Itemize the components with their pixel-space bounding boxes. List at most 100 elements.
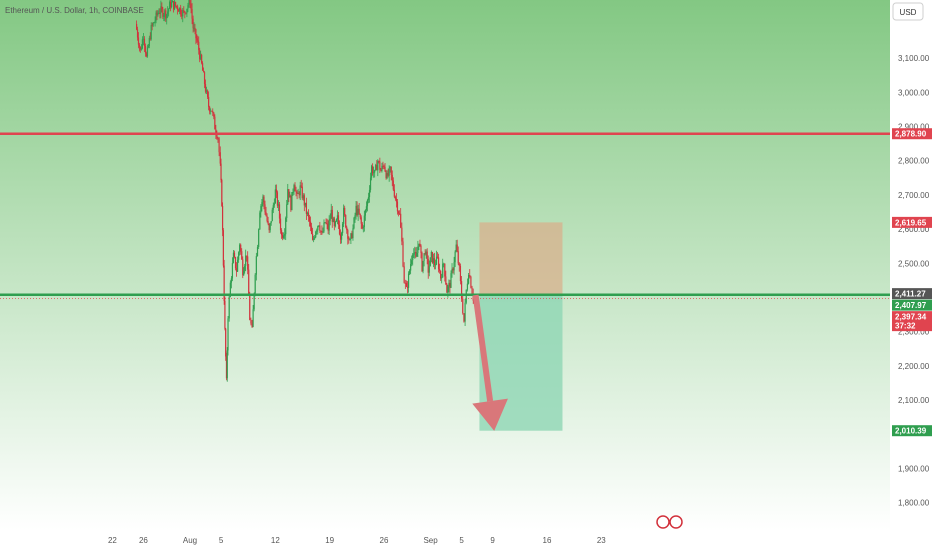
candle-body — [217, 138, 219, 139]
candle-body — [188, 0, 190, 6]
candle-body — [314, 237, 316, 239]
candle-body — [166, 14, 168, 19]
price-tick-label: 1,900.00 — [898, 464, 930, 473]
price-tag-value: 2,878.90 — [895, 130, 927, 139]
candle-body — [178, 9, 180, 12]
candle-body — [219, 152, 221, 164]
candle-body — [369, 177, 372, 190]
candle-body — [464, 302, 466, 322]
candle-body — [220, 163, 222, 181]
currency-button[interactable]: USD — [892, 2, 924, 21]
candle-body — [400, 213, 402, 228]
candle-body — [334, 221, 336, 227]
candle-body — [157, 13, 159, 16]
candle-body — [337, 215, 340, 225]
candle-body — [357, 208, 359, 215]
candle-body — [378, 161, 380, 162]
candle-body — [320, 230, 322, 232]
candle-body — [206, 90, 209, 97]
price-tick-label: 2,100.00 — [898, 396, 930, 405]
candle-body — [191, 9, 193, 19]
candle-body — [158, 12, 160, 14]
candle-body — [447, 286, 449, 293]
candle-body — [414, 251, 416, 254]
candle-body — [203, 72, 206, 85]
price-tick-label: 1,800.00 — [898, 499, 930, 508]
candle-body — [193, 27, 195, 29]
candle-body — [284, 234, 286, 236]
candle-body — [161, 6, 163, 10]
candle-body — [144, 46, 147, 54]
price-tick-label: 2,300.00 — [898, 328, 930, 337]
candle-body — [149, 37, 151, 40]
candle-body — [327, 223, 329, 231]
candle-body — [330, 209, 332, 219]
candle-body — [306, 212, 309, 214]
events-flag-icon[interactable] — [656, 515, 683, 529]
candle-body — [434, 264, 437, 266]
candle-body — [348, 238, 350, 240]
candle-body — [304, 202, 306, 206]
candle-body — [465, 289, 467, 303]
candle-body — [318, 225, 320, 227]
candle-body — [412, 254, 414, 261]
candle-body — [261, 202, 263, 207]
time-tick-label: Aug — [183, 536, 197, 545]
candle-body — [146, 47, 149, 57]
candle-body — [302, 195, 304, 199]
candle-body — [262, 196, 264, 203]
candle-body — [294, 185, 296, 192]
candle-body — [196, 38, 198, 41]
candle-body — [307, 212, 310, 217]
candle-body — [229, 282, 231, 297]
candle-body — [417, 246, 419, 253]
candle-body — [424, 253, 426, 255]
candle-body — [156, 12, 158, 16]
candle-body — [310, 226, 313, 235]
forecast-arrow-shaft[interactable] — [472, 294, 494, 402]
candle-body — [240, 244, 242, 252]
candle-body — [410, 264, 412, 271]
candle-body — [364, 210, 366, 216]
forecast-arrow-head[interactable] — [472, 398, 508, 431]
candle-body — [340, 233, 343, 240]
candle-body — [139, 46, 141, 50]
candle-body — [205, 90, 208, 92]
candle-body — [416, 252, 418, 257]
candle-body — [233, 252, 236, 258]
candle-body — [428, 266, 430, 273]
price-axis-panel[interactable] — [890, 0, 932, 550]
candle-body — [435, 256, 438, 265]
candle-body — [427, 259, 429, 273]
candle-body — [366, 199, 369, 207]
stop-loss-zone[interactable] — [479, 222, 563, 295]
time-axis-panel[interactable] — [0, 530, 890, 550]
candle-body — [422, 260, 424, 272]
candle-body — [323, 222, 325, 232]
candle-body — [180, 7, 182, 15]
candle-body — [256, 246, 259, 257]
candle-body — [381, 165, 383, 172]
price-tag-support — [892, 299, 932, 311]
candle-body — [377, 161, 379, 171]
candle-body — [437, 257, 440, 270]
candle-body — [403, 266, 405, 283]
candle-body — [199, 50, 201, 60]
candle-body — [152, 22, 154, 26]
candle-body — [386, 173, 388, 179]
candle-body — [249, 295, 251, 320]
candle-body — [266, 215, 268, 222]
candle-body — [397, 211, 400, 214]
candle-body — [287, 189, 289, 205]
candle-body — [411, 260, 413, 265]
candle-body — [457, 251, 459, 264]
candle-body — [418, 243, 420, 247]
candle-body — [301, 186, 303, 199]
candle-body — [419, 243, 421, 246]
candle-body — [265, 212, 267, 216]
price-tick-label: 3,000.00 — [898, 88, 930, 97]
candle-body — [439, 269, 441, 271]
price-tag-value: 2,411.27 — [895, 290, 926, 299]
